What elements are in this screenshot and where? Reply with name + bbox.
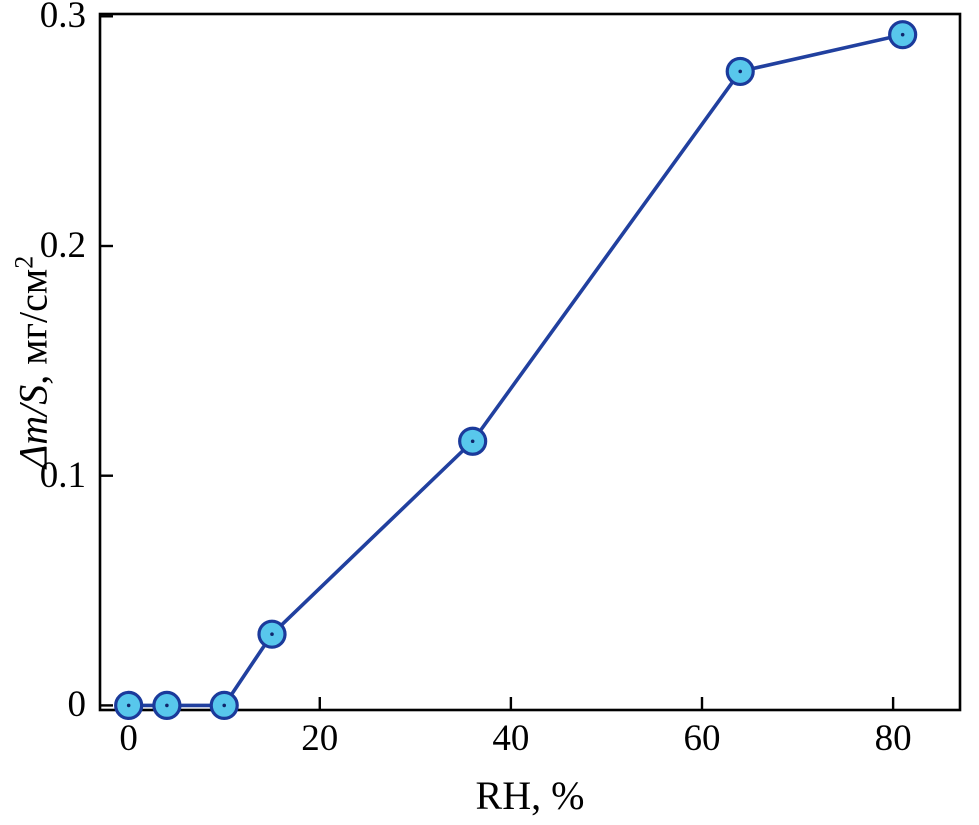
data-point-center-dot: [470, 439, 475, 444]
data-point-center-dot: [270, 632, 274, 636]
data-point-center-dot: [900, 32, 905, 37]
data-point-center-dot: [738, 69, 743, 74]
y-tick-label: 0: [67, 684, 87, 726]
y-axis-label: Δm/S, мг/см2: [9, 256, 56, 468]
plot-border: [98, 12, 962, 712]
data-point-center-dot: [222, 703, 227, 708]
x-tick-label: 60: [683, 718, 721, 759]
x-tick-label: 0: [119, 718, 138, 759]
data-point-center-dot: [126, 703, 131, 708]
y-tick-label: 0.2: [39, 224, 86, 266]
x-axis-label: RH, %: [475, 773, 585, 818]
x-tick-label: 80: [874, 718, 912, 759]
y-tick-label: 0.1: [39, 454, 86, 496]
data-line: [126, 32, 905, 708]
x-tick-label: 40: [492, 718, 530, 759]
y-axis-label-units: , мг/см: [10, 268, 56, 385]
y-tick-label: 0.3: [39, 0, 86, 37]
data-point-center-dot: [165, 703, 169, 708]
x-tick-label: 20: [301, 718, 339, 759]
